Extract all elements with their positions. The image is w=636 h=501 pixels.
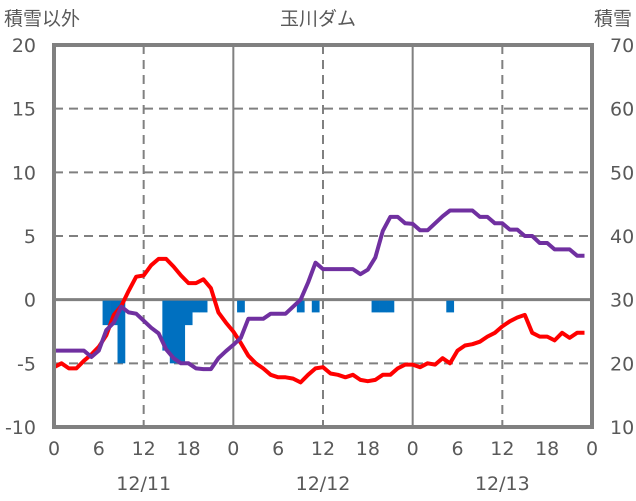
- x-tick-label: 0: [586, 438, 598, 460]
- precipitation-bar: [371, 300, 380, 313]
- precipitation-bar: [192, 300, 201, 313]
- left-axis-title: 積雪以外: [4, 8, 80, 30]
- x-tick-label: 12: [311, 438, 335, 460]
- temperature-line: [53, 256, 585, 385]
- right-axis-title: 積雪: [594, 8, 632, 30]
- precipitation-bar: [177, 300, 186, 364]
- x-tick-label: 18: [535, 438, 559, 460]
- left-tick-label: -5: [17, 353, 36, 375]
- x-tick-label: 6: [93, 438, 105, 460]
- precipitation-bar: [446, 300, 455, 313]
- left-tick-label: -10: [5, 417, 36, 439]
- precipitation-bar: [237, 300, 245, 313]
- x-tick-label: 18: [176, 438, 200, 460]
- date-label: 12/13: [475, 473, 530, 495]
- precipitation-bar: [386, 300, 395, 313]
- x-tick-label: 0: [227, 438, 239, 460]
- right-tick-label: 50: [610, 162, 634, 184]
- right-tick-label: 10: [610, 417, 634, 439]
- precipitation-bar: [199, 300, 208, 313]
- precipitation-bar: [162, 300, 171, 351]
- x-tick-label: 6: [451, 438, 463, 460]
- x-tick-label: 12: [132, 438, 156, 460]
- series-lines: [53, 208, 585, 385]
- left-tick-label: 5: [24, 226, 36, 248]
- x-tick-label: 0: [48, 438, 60, 460]
- right-tick-label: 70: [610, 35, 634, 57]
- right-tick-label: 60: [610, 99, 634, 121]
- x-tick-label: 6: [272, 438, 284, 460]
- precipitation-bar: [379, 300, 387, 313]
- precipitation-bar: [169, 300, 178, 364]
- x-tick-label: 18: [356, 438, 380, 460]
- precipitation-bar: [102, 300, 111, 326]
- precipitation-bar: [184, 300, 193, 326]
- x-tick-label: 0: [407, 438, 419, 460]
- precipitation-bar: [117, 300, 126, 364]
- date-label: 12/11: [116, 473, 171, 495]
- precipitation-bar: [296, 300, 305, 313]
- right-tick-label: 40: [610, 226, 634, 248]
- precipitation-bar: [311, 300, 320, 313]
- snow-depth-line: [54, 208, 585, 372]
- plot-frame: [52, 43, 594, 429]
- left-tick-label: 15: [12, 99, 36, 121]
- right-tick-label: 30: [610, 290, 634, 312]
- chart-title: 玉川ダム: [280, 8, 356, 30]
- left-tick-label: 10: [12, 162, 36, 184]
- x-tick-label: 12: [490, 438, 514, 460]
- right-tick-label: 20: [610, 353, 634, 375]
- left-tick-label: 0: [24, 290, 36, 312]
- date-label: 12/12: [296, 473, 351, 495]
- left-tick-label: 20: [12, 35, 36, 57]
